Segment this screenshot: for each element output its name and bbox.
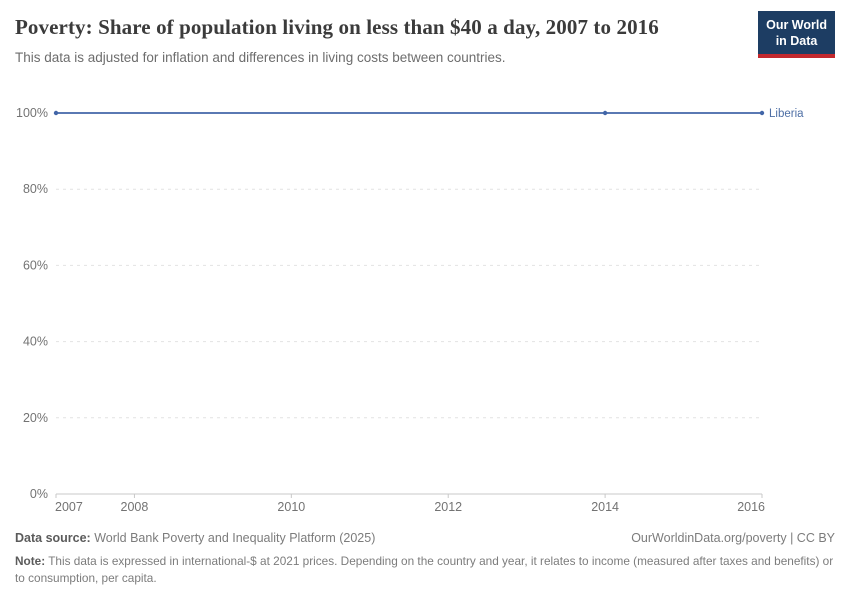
x-tick-label: 2007 bbox=[55, 500, 83, 514]
chart-header: Poverty: Share of population living on l… bbox=[15, 14, 715, 65]
datasource-label: Data source: bbox=[15, 531, 91, 545]
chart-subtitle: This data is adjusted for inflation and … bbox=[15, 50, 506, 66]
owid-logo-line1: Our World bbox=[766, 18, 827, 32]
owid-logo-line2: in Data bbox=[775, 34, 818, 49]
y-tick-label: 40% bbox=[23, 335, 48, 349]
footer-sources: Data source: World Bank Poverty and Ineq… bbox=[15, 531, 835, 545]
y-tick-label: 20% bbox=[23, 411, 48, 425]
note-label: Note: bbox=[15, 554, 46, 568]
footer-note: Note: This data is expressed in internat… bbox=[15, 553, 835, 587]
x-tick-label: 2012 bbox=[434, 500, 462, 514]
data-point bbox=[759, 110, 765, 116]
x-tick-label: 2010 bbox=[277, 500, 305, 514]
data-point bbox=[53, 110, 59, 116]
series-label[interactable]: Liberia bbox=[769, 108, 804, 120]
datasource-value: World Bank Poverty and Inequality Platfo… bbox=[90, 531, 376, 545]
y-tick-label: 80% bbox=[23, 182, 48, 196]
x-tick-label: 2016 bbox=[737, 500, 765, 514]
data-point bbox=[602, 110, 608, 116]
owid-logo[interactable]: Our World in Data bbox=[758, 11, 835, 58]
y-tick-label: 100% bbox=[16, 106, 48, 120]
note-value: This data is expressed in international-… bbox=[15, 554, 834, 586]
x-tick-label: 2008 bbox=[121, 500, 149, 514]
y-tick-label: 60% bbox=[23, 258, 48, 272]
y-tick-label: 0% bbox=[30, 487, 48, 501]
footer-link[interactable]: OurWorldinData.org/poverty | CC BY bbox=[631, 531, 835, 545]
chart-title: Poverty: Share of population living on l… bbox=[15, 15, 659, 39]
x-tick-label: 2014 bbox=[591, 500, 619, 514]
